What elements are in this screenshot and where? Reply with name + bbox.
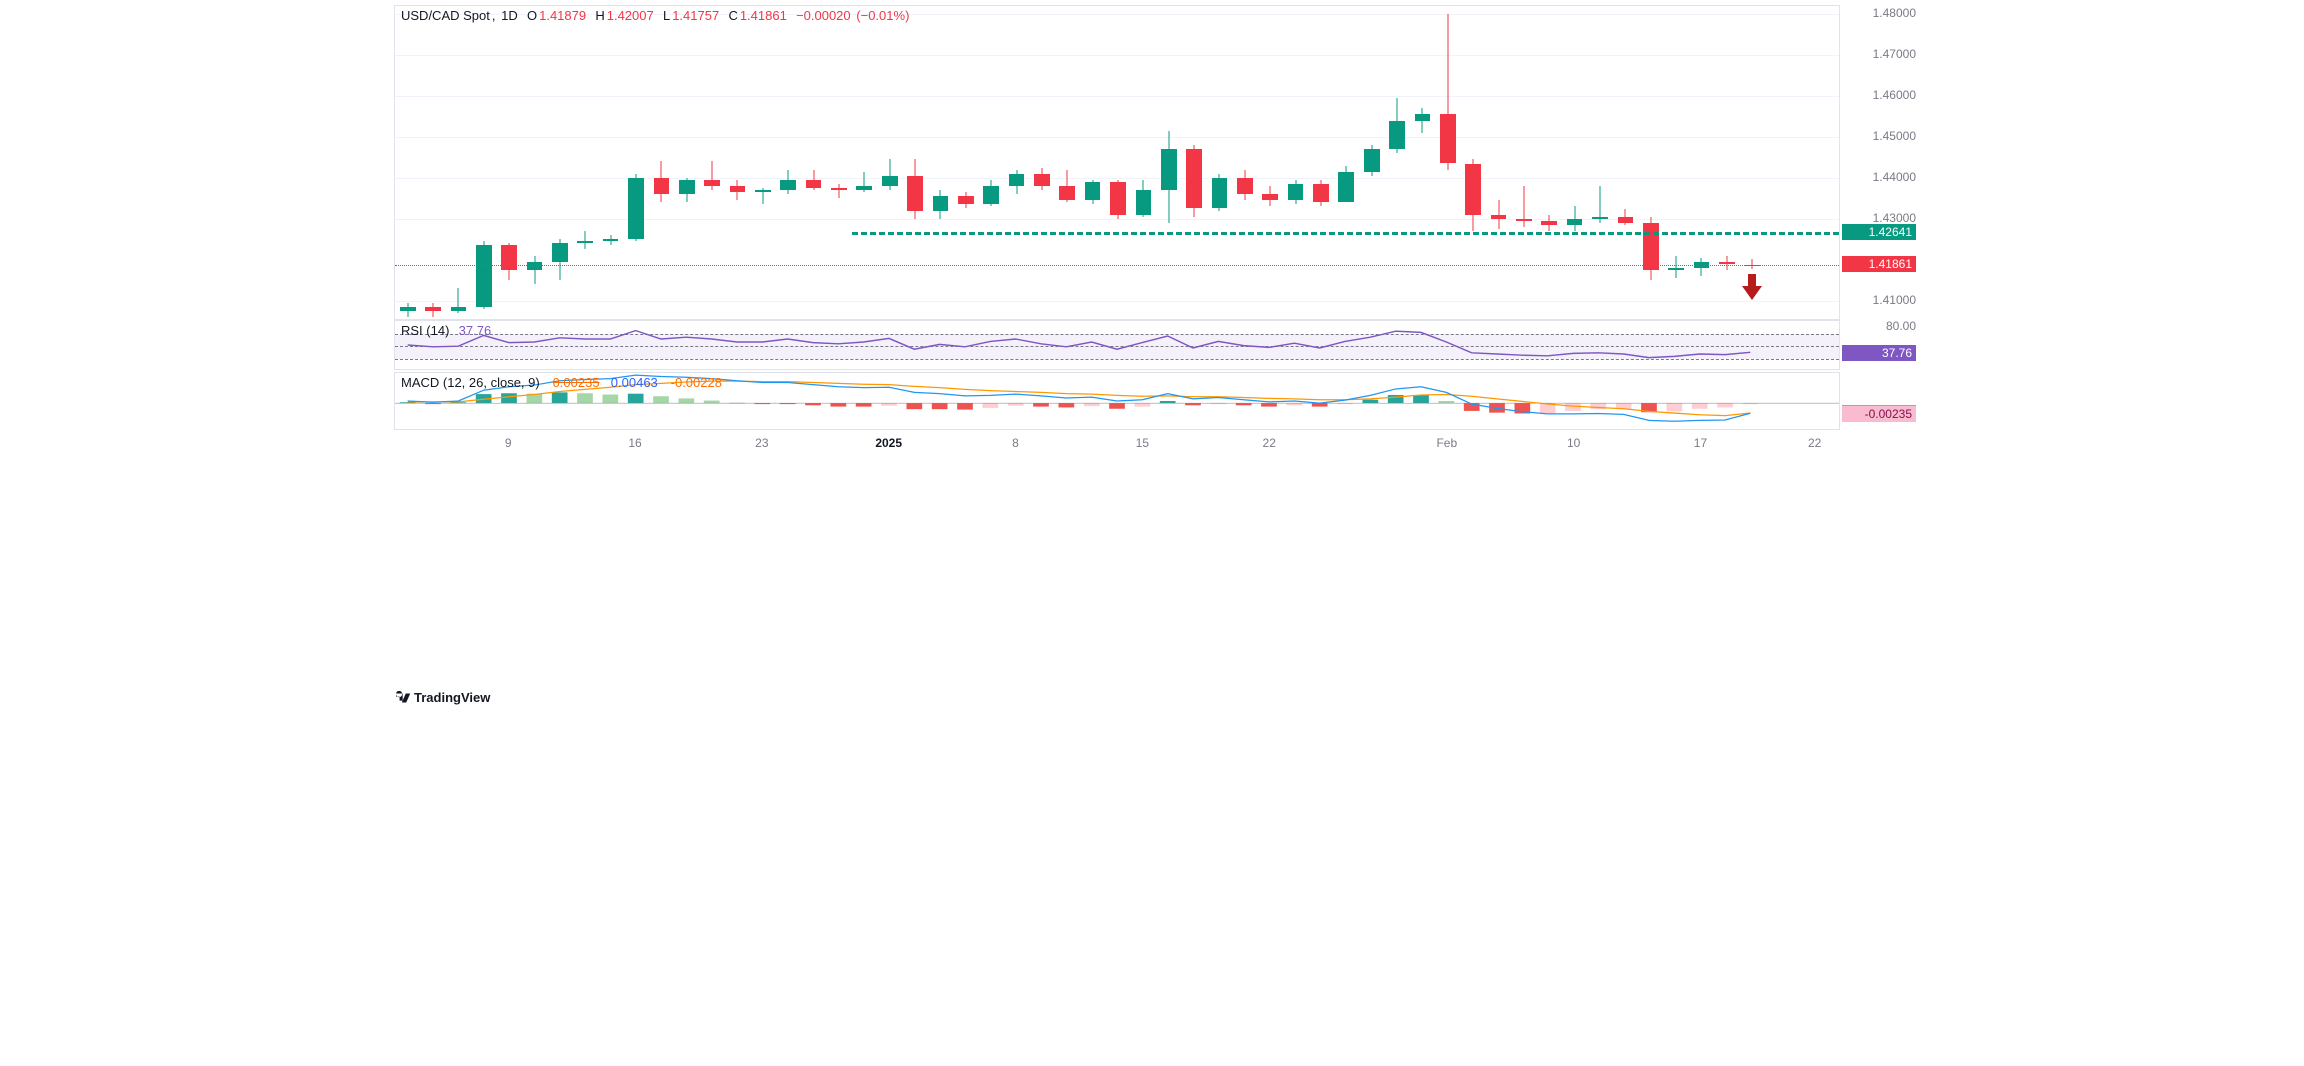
candle[interactable] — [628, 6, 644, 321]
x-tick-label: 2025 — [875, 436, 902, 450]
candle[interactable] — [1262, 6, 1278, 321]
candle[interactable] — [1694, 6, 1710, 321]
candle[interactable] — [501, 6, 517, 321]
o-label: O — [527, 8, 537, 23]
candle[interactable] — [425, 6, 441, 321]
c-value: 1.41861 — [740, 8, 787, 23]
candle[interactable] — [1465, 6, 1481, 321]
o-value: 1.41879 — [539, 8, 586, 23]
candle[interactable] — [1212, 6, 1228, 321]
candle[interactable] — [1389, 6, 1405, 321]
candle[interactable] — [856, 6, 872, 321]
candle[interactable] — [1161, 6, 1177, 321]
interval: 1D — [501, 8, 518, 23]
candle[interactable] — [1541, 6, 1557, 321]
candle[interactable] — [1516, 6, 1532, 321]
candle[interactable] — [1085, 6, 1101, 321]
chart-header: USD/CAD Spot, 1D O1.41879 H1.42007 L1.41… — [401, 8, 911, 23]
candle[interactable] — [882, 6, 898, 321]
down-arrow-icon — [1742, 274, 1762, 300]
candle[interactable] — [1186, 6, 1202, 321]
candle[interactable] — [806, 6, 822, 321]
x-tick-label: 22 — [1263, 436, 1276, 450]
l-value: 1.41757 — [672, 8, 719, 23]
candle[interactable] — [1618, 6, 1634, 321]
x-tick-label: 22 — [1808, 436, 1821, 450]
candle[interactable] — [1491, 6, 1507, 321]
candle[interactable] — [527, 6, 543, 321]
candle[interactable] — [1719, 6, 1735, 321]
change-abs: −0.00020 — [796, 8, 851, 23]
macd-y-axis: -0.00228-0.00235 — [1842, 372, 1920, 430]
rsi-label: RSI (14) — [401, 323, 449, 338]
candle[interactable] — [983, 6, 999, 321]
candle[interactable] — [1237, 6, 1253, 321]
chart-container: USD/CAD Spot, 1D O1.41879 H1.42007 L1.41… — [384, 0, 1920, 711]
candle[interactable] — [1668, 6, 1684, 321]
macd-val1: 0.00235 — [553, 375, 602, 390]
macd-panel[interactable]: MACD (12, 26, close, 9) 0.00235 0.00463 … — [394, 372, 1840, 430]
candle[interactable] — [780, 6, 796, 321]
time-x-axis: 9 16 23 2025 8 15 22 Feb 10 17 22 — [394, 432, 1840, 454]
macd-val2: 0.00463 — [611, 375, 658, 390]
macd-val3: -0.00228 — [671, 375, 722, 390]
candle[interactable] — [1592, 6, 1608, 321]
price-y-axis: 1.410001.430001.440001.450001.460001.470… — [1842, 5, 1920, 320]
change-pct: (−0.01%) — [856, 8, 909, 23]
candle[interactable] — [1643, 6, 1659, 321]
candle[interactable] — [1313, 6, 1329, 321]
candle[interactable] — [552, 6, 568, 321]
candle[interactable] — [1059, 6, 1075, 321]
current-price-line — [395, 265, 1839, 266]
candle[interactable] — [400, 6, 416, 321]
x-tick-label: 15 — [1136, 436, 1149, 450]
candle[interactable] — [1440, 6, 1456, 321]
macd-header: MACD (12, 26, close, 9) 0.00235 0.00463 … — [401, 375, 724, 390]
candle[interactable] — [476, 6, 492, 321]
price-chart-panel[interactable]: USD/CAD Spot, 1D O1.41879 H1.42007 L1.41… — [394, 5, 1840, 320]
candle[interactable] — [1415, 6, 1431, 321]
candle[interactable] — [1136, 6, 1152, 321]
candle[interactable] — [679, 6, 695, 321]
rsi-value: 37.76 — [459, 323, 492, 338]
candle[interactable] — [1288, 6, 1304, 321]
x-tick-label: Feb — [1436, 436, 1457, 450]
candle[interactable] — [704, 6, 720, 321]
candle[interactable] — [1567, 6, 1583, 321]
candle[interactable] — [1110, 6, 1126, 321]
candle[interactable] — [1338, 6, 1354, 321]
x-tick-label: 8 — [1012, 436, 1019, 450]
tradingview-watermark: TradingView — [396, 690, 490, 705]
macd-label: MACD (12, 26, close, 9) — [401, 375, 540, 390]
x-tick-label: 9 — [505, 436, 512, 450]
h-value: 1.42007 — [607, 8, 654, 23]
h-label: H — [595, 8, 604, 23]
rsi-panel[interactable]: RSI (14) 37.76 — [394, 320, 1840, 370]
candle[interactable] — [958, 6, 974, 321]
x-tick-label: 10 — [1567, 436, 1580, 450]
candle[interactable] — [755, 6, 771, 321]
candle[interactable] — [603, 6, 619, 321]
candle[interactable] — [907, 6, 923, 321]
support-line[interactable] — [852, 232, 1839, 235]
candle[interactable] — [1034, 6, 1050, 321]
x-tick-label: 23 — [755, 436, 768, 450]
candle[interactable] — [654, 6, 670, 321]
candle[interactable] — [577, 6, 593, 321]
x-tick-label: 16 — [628, 436, 641, 450]
x-tick-label: 17 — [1694, 436, 1707, 450]
symbol-name: USD/CAD Spot — [401, 8, 490, 23]
rsi-y-axis: 80.0037.76 — [1842, 320, 1920, 370]
candle[interactable] — [831, 6, 847, 321]
candle[interactable] — [933, 6, 949, 321]
c-label: C — [728, 8, 737, 23]
rsi-header: RSI (14) 37.76 — [401, 323, 493, 338]
candle[interactable] — [1009, 6, 1025, 321]
candle[interactable] — [1364, 6, 1380, 321]
candle[interactable] — [730, 6, 746, 321]
l-label: L — [663, 8, 670, 23]
candle[interactable] — [451, 6, 467, 321]
